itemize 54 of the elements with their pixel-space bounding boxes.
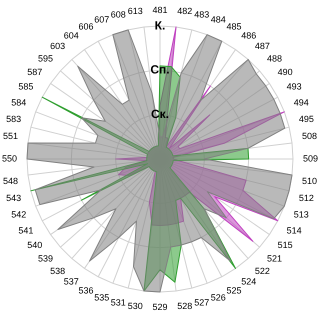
spoke-label: 508: [302, 130, 317, 141]
spoke-label: 509: [302, 153, 318, 164]
spoke-label: 484: [210, 14, 226, 24]
spoke-label: 550: [2, 153, 18, 164]
spoke-label: 495: [298, 114, 314, 124]
spoke-label: 604: [64, 30, 79, 40]
spoke-label: 540: [27, 240, 42, 250]
spoke-label: 538: [50, 266, 66, 276]
spoke-label: 542: [11, 210, 26, 220]
spoke-label: 488: [267, 53, 282, 64]
spoke-label: 584: [11, 97, 26, 108]
spoke-label: 493: [286, 82, 302, 92]
spoke-label: 585: [18, 82, 34, 92]
spoke-label: 482: [177, 6, 192, 16]
spoke-label: 524: [241, 276, 256, 287]
spoke-label: 514: [286, 225, 302, 236]
spoke-label: 541: [18, 225, 34, 236]
spoke-label: 551: [3, 130, 18, 141]
spoke-label: 485: [226, 21, 242, 32]
spoke-label: 487: [254, 41, 270, 52]
spoke-label: 543: [6, 193, 22, 204]
spoke-label: 522: [254, 266, 270, 276]
spoke-label: 512: [298, 193, 314, 204]
spoke-label: 510: [302, 176, 317, 186]
spoke-label: 536: [78, 285, 94, 296]
spoke-label: 528: [177, 300, 192, 311]
spoke-label: 526: [210, 292, 226, 303]
spoke-label: 537: [64, 276, 79, 287]
spoke-label: 529: [152, 302, 168, 312]
spoke-label: 608: [110, 9, 126, 20]
spoke-label: 531: [110, 298, 126, 308]
spoke-label: 527: [194, 298, 210, 308]
spoke-label: 606: [78, 21, 94, 32]
spoke-label: 548: [3, 176, 18, 186]
spoke-label: 595: [38, 53, 53, 64]
spoke-label: 483: [194, 9, 210, 20]
spoke-label: 607: [94, 14, 110, 24]
spoke-label: 539: [38, 254, 53, 264]
spoke-label: 490: [278, 66, 293, 77]
spoke-label: 530: [128, 300, 143, 311]
y-tick-label: К.: [154, 18, 166, 32]
spoke-label: 583: [6, 114, 22, 124]
spoke-label: 535: [94, 292, 110, 303]
spoke-label: 486: [241, 30, 256, 40]
spoke-label: 603: [50, 41, 66, 52]
spoke-label: 494: [294, 97, 309, 108]
spoke-label: 525: [226, 285, 242, 296]
spoke-label: 513: [294, 210, 309, 220]
spoke-label: 613: [128, 6, 143, 16]
spoke-label: 587: [27, 66, 42, 77]
y-tick-label: Сп.: [150, 62, 170, 77]
spoke-label: 515: [278, 240, 293, 250]
spoke-label: 521: [267, 254, 282, 264]
spoke-label: 481: [152, 5, 168, 16]
